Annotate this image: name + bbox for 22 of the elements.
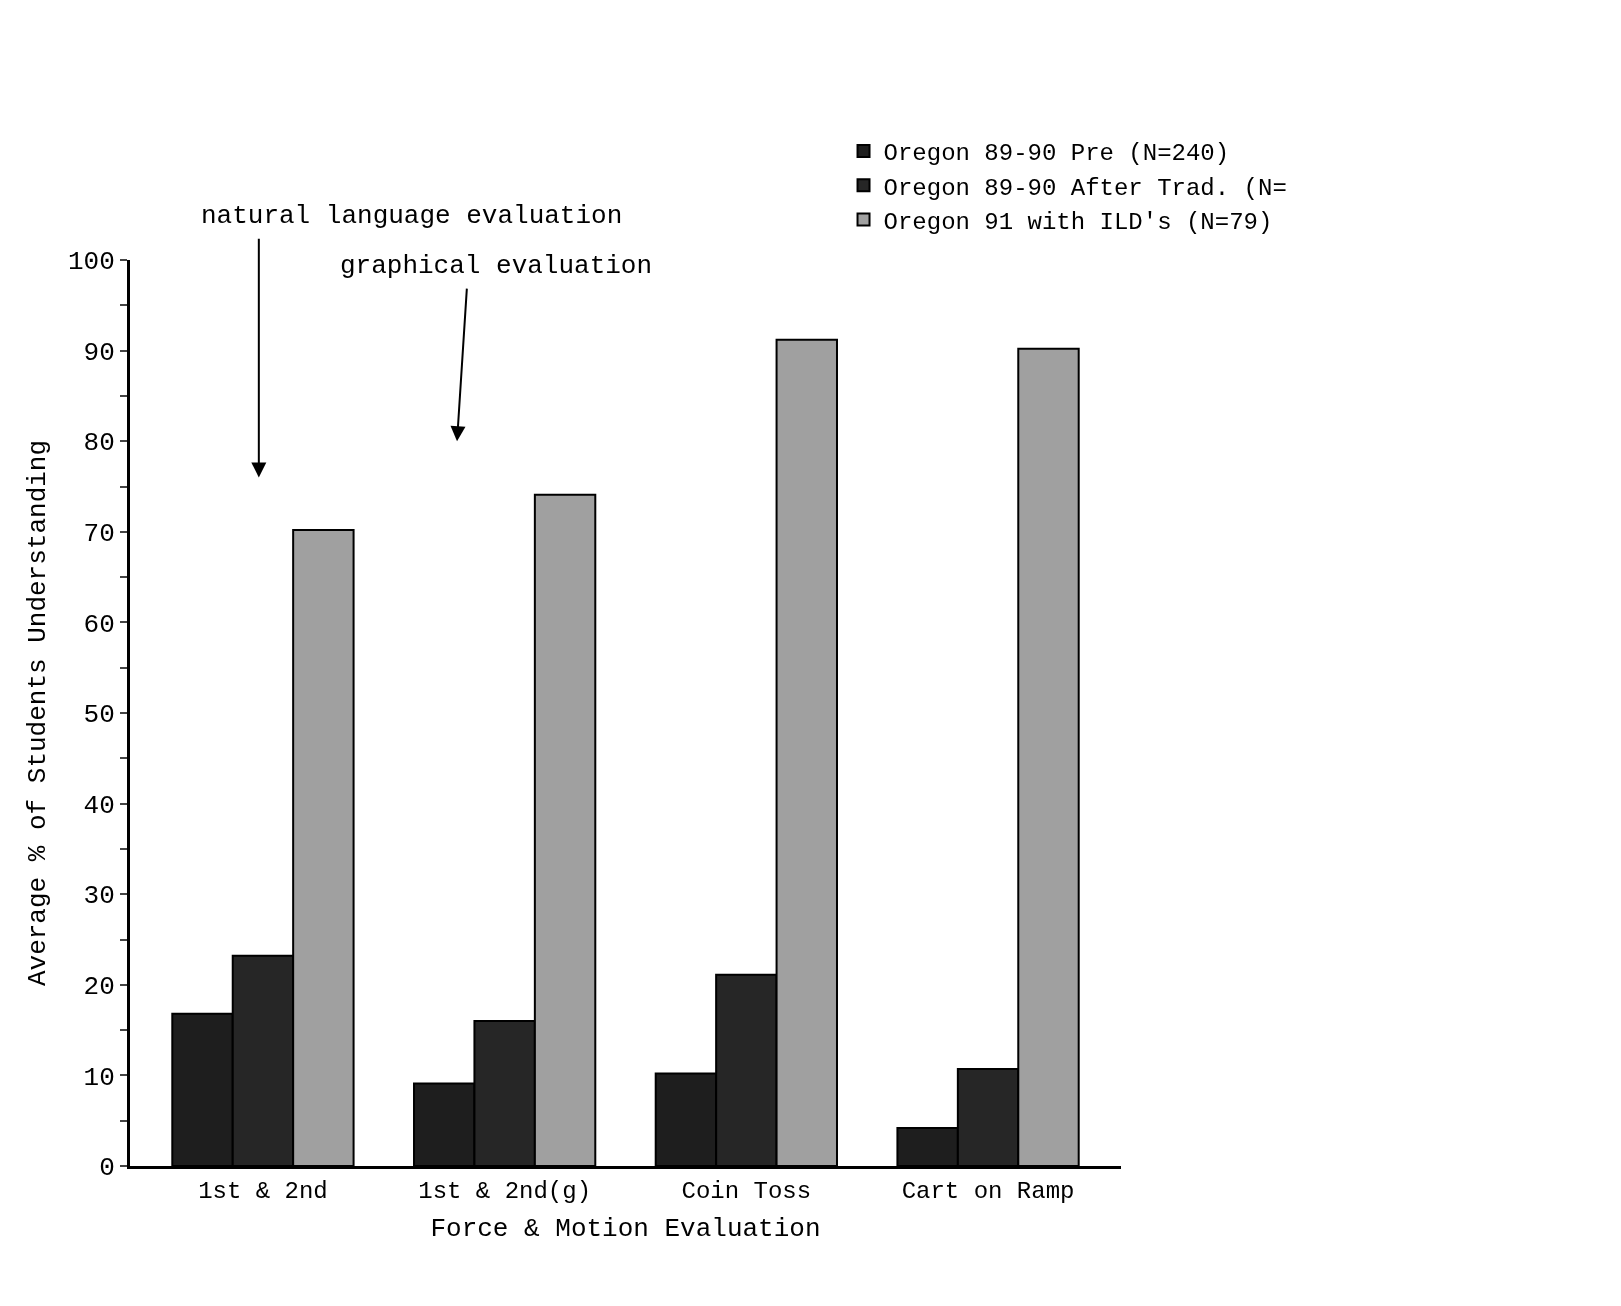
x-axis-title: Force & Motion Evaluation: [430, 1214, 821, 1245]
x-tick-label: Cart on Ramp: [901, 1177, 1075, 1205]
y-tick-label: 40: [83, 790, 115, 821]
legend-label: Oregon 91 with ILD's (N=79): [883, 208, 1273, 236]
y-tick-label: 70: [83, 518, 115, 549]
legend-label: Oregon 89-90 Pre (N=240): [883, 140, 1230, 168]
y-tick-label: 60: [83, 609, 115, 640]
y-tick-label: 10: [83, 1062, 115, 1093]
x-tick-label: Coin Toss: [681, 1177, 812, 1205]
x-tick-label: 1st & 2nd(g): [418, 1177, 592, 1205]
text: natural language evaluation: [201, 201, 623, 231]
y-tick-label: 50: [83, 700, 115, 731]
y-tick-label: 80: [83, 428, 115, 459]
y-tick-label: 0: [99, 1153, 115, 1184]
legend-label: Oregon 89-90 After Trad. (N=: [883, 174, 1287, 202]
annotation: graphical evaluation: [340, 251, 653, 281]
y-tick-label: 90: [83, 337, 115, 368]
y-tick-label: 100: [67, 247, 115, 278]
y-tick-label: 20: [83, 971, 115, 1002]
y-tick-label: 30: [83, 881, 115, 912]
y-axis-title: Average % of Students Understanding: [23, 439, 54, 987]
x-tick-label: 1st & 2nd: [198, 1177, 328, 1205]
